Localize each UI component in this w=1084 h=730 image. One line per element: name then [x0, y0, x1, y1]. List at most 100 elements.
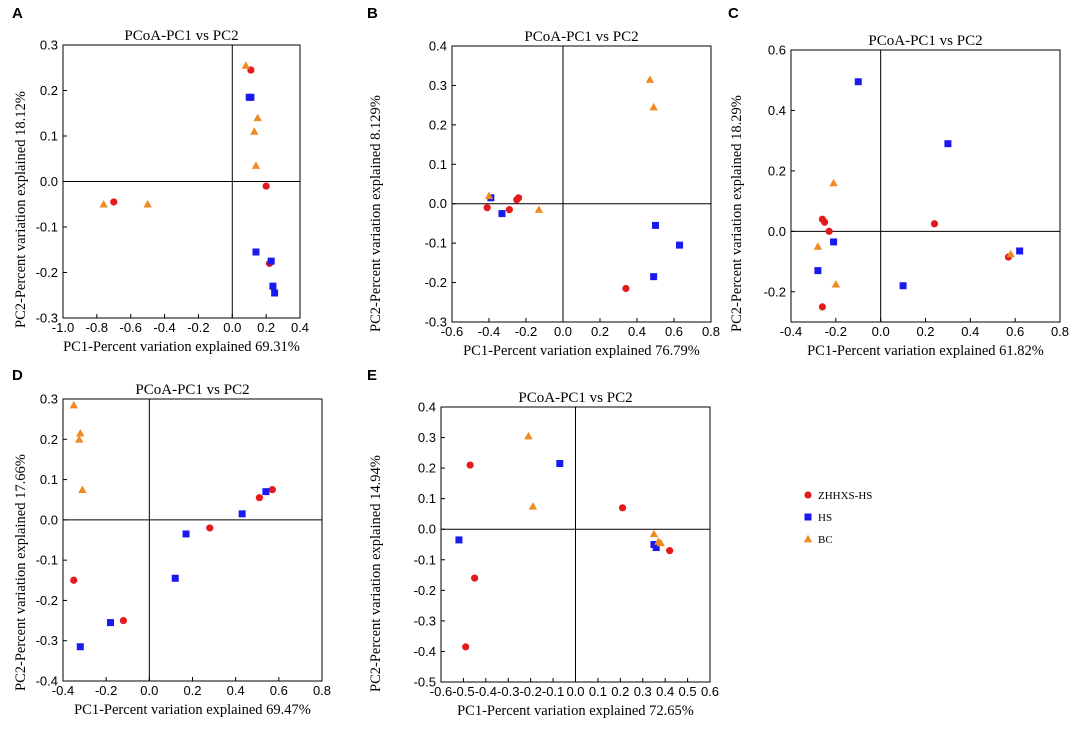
- y-tick-label: -0.5: [414, 675, 436, 690]
- data-point: [1006, 249, 1015, 258]
- data-point: [271, 289, 279, 297]
- series-zhhxs-hs: [483, 194, 630, 293]
- series-hs: [245, 93, 279, 297]
- data-point: [106, 619, 114, 627]
- x-axis-label: PC1-Percent variation explained 72.65%: [457, 703, 694, 719]
- data-point: [247, 93, 255, 101]
- y-tick-label: 0.0: [40, 512, 58, 527]
- series-hs: [455, 460, 660, 552]
- panels: A PCoA-PC1 vs PC2 -1.0 -0.8 -0.6 -0.4 -0.2 0.0 0…: [12, 5, 1069, 719]
- y-tick-label: 0.0: [429, 196, 447, 211]
- legend-item-zhhxs-hs: ZHHXS-HS: [804, 490, 872, 502]
- x-axis-label: PC1-Percent variation explained 69.31%: [63, 339, 300, 355]
- data-point: [269, 282, 277, 290]
- series-zhhxs-hs: [818, 215, 1013, 311]
- data-point: [119, 616, 128, 625]
- data-point: [930, 220, 939, 228]
- data-point: [206, 524, 214, 532]
- data-point: [505, 206, 513, 214]
- y-tick-label: -0.2: [764, 284, 786, 299]
- data-point: [74, 435, 84, 443]
- legend-label: ZHHXS-HS: [818, 490, 872, 502]
- x-tick-label: -0.3: [497, 684, 519, 699]
- x-tick-label: -1.0: [52, 320, 74, 335]
- data-point: [814, 267, 822, 275]
- y-tick-label: 0.0: [768, 224, 786, 239]
- x-tick-label: -0.2: [95, 683, 117, 698]
- series-bc: [99, 61, 262, 208]
- y-axis-label: PC2-Percent variation explained 18.12%: [13, 91, 29, 328]
- legend-marker: [804, 491, 812, 499]
- legend-item-hs: HS: [804, 512, 832, 524]
- x-tick-label: -0.5: [452, 684, 474, 699]
- y-tick-label: 0.2: [418, 461, 436, 476]
- y-tick-label: 0.1: [40, 129, 58, 144]
- data-point: [171, 574, 179, 582]
- y-tick-label: -0.1: [425, 236, 447, 251]
- panel-letter: D: [12, 367, 23, 384]
- data-point: [262, 488, 270, 496]
- series-hs: [487, 194, 684, 281]
- series-hs: [814, 78, 1024, 290]
- data-point: [268, 486, 276, 494]
- x-tick-label: -0.4: [52, 683, 74, 698]
- data-point: [76, 429, 85, 437]
- x-axis-label: PC1-Percent variation explained 69.47%: [74, 702, 311, 718]
- data-point: [556, 460, 564, 468]
- data-point: [528, 502, 538, 510]
- x-tick-label: 0.0: [140, 683, 158, 698]
- x-axis-label: PC1-Percent variation explained 76.79%: [463, 343, 700, 359]
- data-point: [99, 200, 108, 208]
- y-tick-label: 0.3: [40, 392, 58, 407]
- x-tick-label: 0.2: [183, 683, 201, 698]
- x-tick-label: -0.8: [86, 320, 108, 335]
- chart-title: PCoA-PC1 vs PC2: [135, 382, 249, 398]
- data-point: [143, 200, 152, 208]
- data-point: [666, 547, 674, 555]
- y-tick-label: -0.1: [36, 553, 58, 568]
- legend: ZHHXS-HS HS BC: [803, 490, 872, 546]
- data-point: [471, 574, 479, 582]
- x-tick-label: 0.6: [1006, 324, 1024, 339]
- series-hs: [76, 488, 270, 651]
- data-point: [534, 205, 544, 213]
- data-point: [455, 536, 463, 544]
- data-point: [825, 227, 833, 235]
- data-point: [524, 431, 533, 440]
- y-tick-label: 0.2: [40, 432, 58, 447]
- chart-title: PCoA-PC1 vs PC2: [868, 33, 982, 49]
- y-tick-label: -0.3: [414, 613, 436, 628]
- x-tick-label: 0.6: [701, 684, 719, 699]
- data-point: [649, 102, 658, 111]
- x-tick-label: -0.2: [519, 684, 541, 699]
- x-tick-label: -0.2: [515, 324, 537, 339]
- y-tick-label: 0.6: [768, 43, 786, 58]
- y-tick-label: -0.3: [425, 315, 447, 330]
- data-point: [652, 544, 660, 552]
- data-point: [818, 303, 826, 311]
- y-tick-label: 0.0: [418, 522, 436, 537]
- x-tick-label: -0.4: [475, 684, 497, 699]
- panel-letter: A: [12, 5, 23, 22]
- y-tick-label: -0.2: [36, 593, 58, 608]
- data-point: [813, 242, 823, 250]
- x-tick-label: 0.4: [961, 324, 979, 339]
- y-tick-label: 0.1: [418, 491, 436, 506]
- y-tick-label: 0.2: [429, 117, 447, 132]
- data-point: [241, 61, 251, 69]
- x-tick-label: 0.4: [656, 684, 674, 699]
- y-tick-label: 0.3: [418, 430, 436, 445]
- y-tick-label: -0.3: [36, 633, 58, 648]
- y-tick-label: 0.1: [40, 472, 58, 487]
- plot-frame: [451, 45, 712, 323]
- series-bc: [484, 75, 658, 213]
- panel-b: B PCoA-PC1 vs PC2 -0.6 -0.4 -0.2 0.0 0.2 0.4 0.6…: [367, 5, 720, 359]
- x-tick-label: 0.8: [1051, 324, 1069, 339]
- y-tick-label: -0.3: [36, 311, 58, 326]
- legend-label: BC: [818, 534, 833, 546]
- plot-frame: [62, 398, 323, 682]
- y-tick-label: 0.2: [768, 163, 786, 178]
- y-tick-label: -0.2: [36, 265, 58, 280]
- data-point: [1016, 247, 1024, 255]
